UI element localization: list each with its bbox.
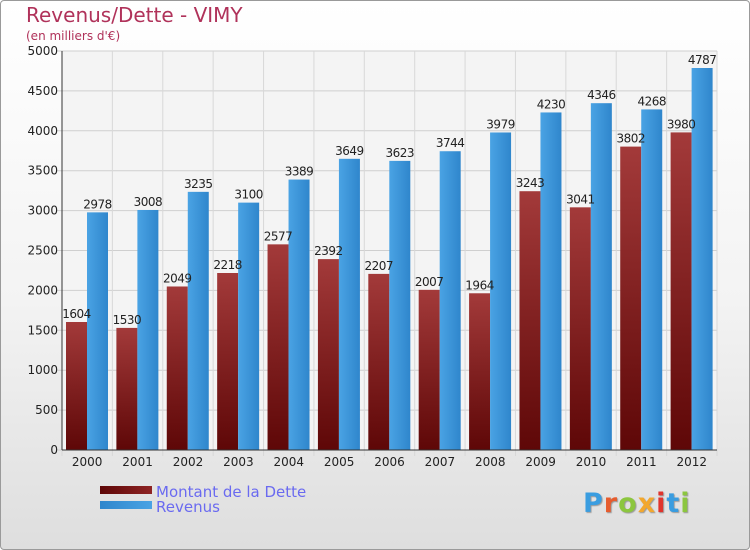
value-label-dette: 2392 (314, 244, 343, 258)
chart-title: Revenus/Dette - VIMY (26, 3, 243, 27)
bar-dette (519, 191, 541, 450)
bar-revenus (137, 209, 159, 450)
x-tick-label: 2006 (374, 455, 405, 469)
x-tick-label: 2005 (324, 455, 355, 469)
value-label-dette: 2207 (365, 259, 394, 273)
bar-dette (217, 273, 239, 450)
logo-letter: i (680, 488, 691, 519)
value-label-revenus: 2978 (83, 197, 112, 211)
value-label-dette: 1964 (465, 278, 494, 292)
bar-dette (66, 322, 87, 450)
value-label-dette: 2218 (213, 258, 242, 272)
value-label-revenus: 3623 (386, 146, 415, 160)
y-tick-label: 500 (35, 403, 58, 417)
bar-revenus (187, 191, 209, 451)
value-label-dette: 2577 (264, 229, 293, 243)
value-label-revenus: 3649 (335, 144, 364, 158)
bar-dette (267, 244, 289, 450)
x-tick-label: 2000 (72, 455, 103, 469)
bar-revenus (439, 151, 461, 450)
y-tick-label: 4500 (27, 84, 58, 98)
value-label-dette: 1530 (113, 313, 142, 327)
proxiti-logo: Proxiti (583, 488, 691, 519)
y-tick-label: 1000 (27, 363, 58, 377)
bar-revenus (641, 109, 663, 450)
bar-revenus (238, 202, 260, 450)
value-label-revenus: 4787 (688, 53, 717, 67)
value-label-revenus: 3744 (436, 136, 465, 150)
value-label-revenus: 3389 (285, 165, 314, 179)
logo-letter: P (583, 488, 604, 519)
y-tick-label: 3500 (27, 164, 58, 178)
bar-dette (620, 146, 642, 450)
bar-dette (166, 286, 188, 450)
value-label-dette: 3041 (566, 192, 595, 206)
bar-dette (317, 259, 339, 450)
value-label-revenus: 4230 (537, 97, 566, 111)
value-label-dette: 3980 (667, 117, 696, 131)
axes: 0 500 1000 1500 2000 2500 3000 3500 4000 4500 5000… (27, 44, 717, 469)
bar-revenus (490, 132, 512, 450)
legend-swatch-revenus (100, 501, 152, 509)
value-label-dette: 2049 (163, 271, 192, 285)
x-tick-label: 2007 (425, 455, 456, 469)
x-tick-label: 2003 (223, 455, 254, 469)
value-label-revenus: 4346 (587, 88, 616, 102)
value-label-revenus: 3235 (184, 177, 213, 191)
bars (66, 67, 713, 451)
value-label-revenus: 3979 (486, 117, 515, 131)
bar-revenus (540, 112, 562, 451)
y-tick-label: 3000 (27, 204, 58, 218)
bar-dette (469, 293, 491, 450)
logo-letter: o (618, 488, 638, 519)
x-tick-label: 2009 (525, 455, 556, 469)
legend-label-revenus: Revenus (156, 498, 220, 516)
bar-dette (116, 327, 138, 450)
y-tick-label: 2500 (27, 244, 58, 258)
logo-letter: r (603, 488, 619, 519)
legend-swatch-dette (100, 486, 152, 494)
legend-label-dette: Montant de la Dette (156, 483, 307, 501)
value-label-dette: 3802 (616, 132, 645, 146)
value-label-revenus: 3008 (134, 195, 163, 209)
y-tick-label: 4000 (27, 124, 58, 138)
y-tick-label: 2000 (27, 283, 58, 297)
bar-revenus (590, 103, 612, 450)
x-tick-label: 2004 (273, 455, 304, 469)
bar-dette (670, 132, 692, 450)
y-tick-label: 5000 (27, 44, 58, 58)
x-tick-label: 2008 (475, 455, 506, 469)
x-tick-label: 2010 (576, 455, 607, 469)
value-label-dette: 2007 (415, 275, 444, 289)
x-tick-label: 2002 (173, 455, 204, 469)
value-label-revenus: 3100 (234, 188, 263, 202)
bar-revenus (389, 160, 411, 451)
chart-subtitle: (en milliers d'€) (26, 29, 121, 43)
bar-revenus (338, 158, 360, 450)
bar-dette (418, 289, 440, 450)
logo-letter: t (666, 488, 681, 519)
value-label-dette: 1604 (62, 307, 91, 321)
logo-letter: i (656, 488, 667, 519)
value-label-revenus: 4268 (637, 94, 666, 108)
y-tick-label: 0 (50, 443, 58, 457)
x-tick-label: 2012 (677, 455, 708, 469)
value-label-dette: 3243 (516, 176, 545, 190)
x-tick-label: 2001 (122, 455, 153, 469)
bar-revenus (87, 212, 108, 450)
x-tick-label: 2011 (626, 455, 657, 469)
bar-dette (569, 207, 591, 450)
bar-revenus (288, 179, 310, 450)
bar-revenus (691, 67, 713, 450)
bar-dette (368, 273, 390, 450)
y-tick-label: 1500 (27, 323, 58, 337)
value-labels: 1604 2978 1530 3008 2049 3235 2218 3100 2577 3389… (62, 53, 717, 327)
logo-letter: x (637, 488, 657, 519)
